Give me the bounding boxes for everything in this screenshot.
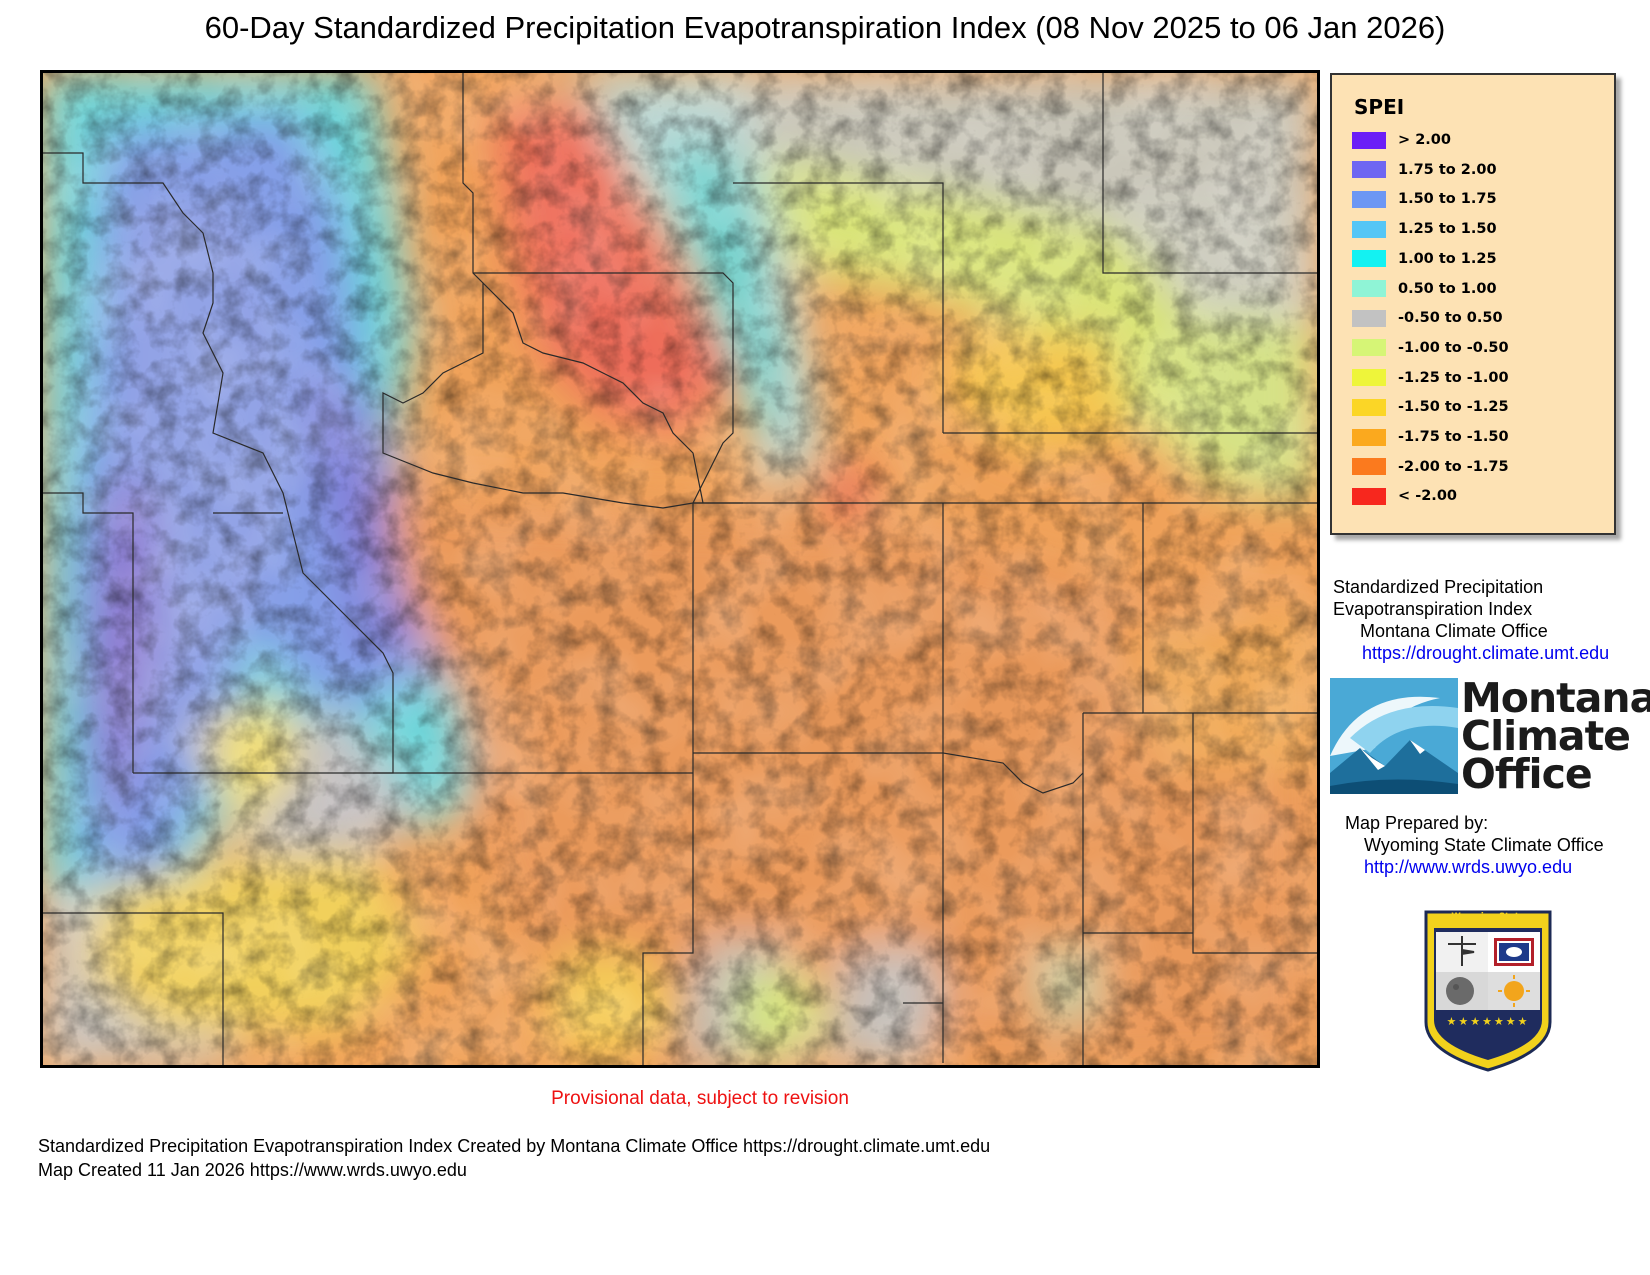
legend-item: -1.25 to -1.00 [1352, 369, 1509, 387]
legend-swatch [1352, 250, 1386, 268]
map-title: 60-Day Standardized Precipitation Evapot… [204, 10, 1446, 45]
legend-item: 1.50 to 1.75 [1352, 190, 1497, 208]
legend-swatch [1352, 190, 1386, 208]
wyoming-state-climate-office-badge: Wyoming State Climate Office ★★★★★★★ [1418, 902, 1558, 1072]
legend-label: -1.75 to -1.50 [1398, 429, 1509, 445]
spei-map[interactable] [40, 70, 1320, 1068]
legend-label: 0.50 to 1.00 [1398, 280, 1497, 297]
legend-item: -1.75 to -1.50 [1352, 428, 1509, 446]
legend-swatch [1352, 280, 1386, 297]
legend-item: -0.50 to 0.50 [1352, 309, 1503, 327]
index-name-line1: Standardized Precipitation [1333, 577, 1544, 597]
legend-item: -2.00 to -1.75 [1352, 458, 1509, 476]
mco-word-1: Montana [1461, 674, 1650, 722]
legend-swatch [1352, 398, 1386, 416]
legend-item: 1.25 to 1.50 [1352, 220, 1497, 238]
legend-swatch [1352, 428, 1386, 446]
mco-word-3: Office [1461, 750, 1593, 798]
legend-label: -1.50 to -1.25 [1398, 399, 1509, 416]
legend-swatch [1352, 131, 1386, 149]
source-url-link[interactable]: https://drought.climate.umt.edu [1362, 643, 1610, 663]
legend-label: > 2.00 [1398, 132, 1451, 148]
legend-item: 0.50 to 1.00 [1352, 280, 1497, 298]
legend-swatch [1352, 487, 1386, 505]
preparer-org: Wyoming State Climate Office [1364, 835, 1604, 855]
legend-item: -1.50 to -1.25 [1352, 398, 1509, 416]
footer-line2: Map Created 11 Jan 2026 https://www.wrds… [38, 1160, 467, 1180]
legend-item: -1.00 to -0.50 [1352, 339, 1509, 357]
mountain-wave-icon [1330, 678, 1458, 794]
index-name-line2: Evapotranspiration Index [1333, 599, 1533, 619]
legend-label: 1.50 to 1.75 [1398, 191, 1497, 208]
legend-title: SPEI [1354, 95, 1405, 119]
prepared-by-label: Map Prepared by: [1345, 813, 1489, 833]
county-boundaries [43, 73, 1317, 1065]
legend-swatch [1352, 161, 1386, 179]
spei-raster [43, 73, 1317, 1065]
badge-line1: Wyoming State [1451, 912, 1525, 922]
badge-stars: ★★★★★★★ [1446, 1016, 1530, 1028]
legend-swatch [1352, 309, 1386, 327]
legend-label: -2.00 to -1.75 [1398, 458, 1509, 475]
legend-label: 1.25 to 1.50 [1398, 221, 1497, 238]
preparer-url-link[interactable]: http://www.wrds.uwyo.edu [1364, 857, 1573, 877]
footer-line1: Standardized Precipitation Evapotranspir… [38, 1136, 991, 1156]
legend-item: > 2.00 [1352, 131, 1451, 149]
legend-swatch [1352, 369, 1386, 387]
badge-line2: Climate Office [1454, 921, 1522, 931]
legend-item: 1.75 to 2.00 [1352, 161, 1497, 179]
source-org: Montana Climate Office [1360, 621, 1548, 641]
legend-item: 1.00 to 1.25 [1352, 250, 1497, 268]
legend-label: -1.25 to -1.00 [1398, 369, 1509, 386]
legend-swatch [1352, 339, 1386, 357]
legend-label: -0.50 to 0.50 [1398, 310, 1503, 327]
montana-climate-office-logo: Montana Climate Office [1330, 674, 1650, 798]
legend-label: 1.75 to 2.00 [1398, 161, 1497, 178]
legend-box: SPEI > 2.00 1.75 to 2.00 1.50 to 1.75 1.25 … [1330, 73, 1616, 535]
provisional-note: Provisional data, subject to revision [551, 1088, 849, 1109]
legend-label: < -2.00 [1398, 488, 1457, 505]
legend-swatch [1352, 458, 1386, 476]
legend-label: 1.00 to 1.25 [1398, 250, 1497, 267]
mco-word-2: Climate [1461, 712, 1631, 760]
legend-label: -1.00 to -0.50 [1398, 339, 1509, 356]
shield-icon [1424, 910, 1552, 1072]
legend-item: < -2.00 [1352, 487, 1457, 505]
legend-swatch [1352, 220, 1386, 238]
